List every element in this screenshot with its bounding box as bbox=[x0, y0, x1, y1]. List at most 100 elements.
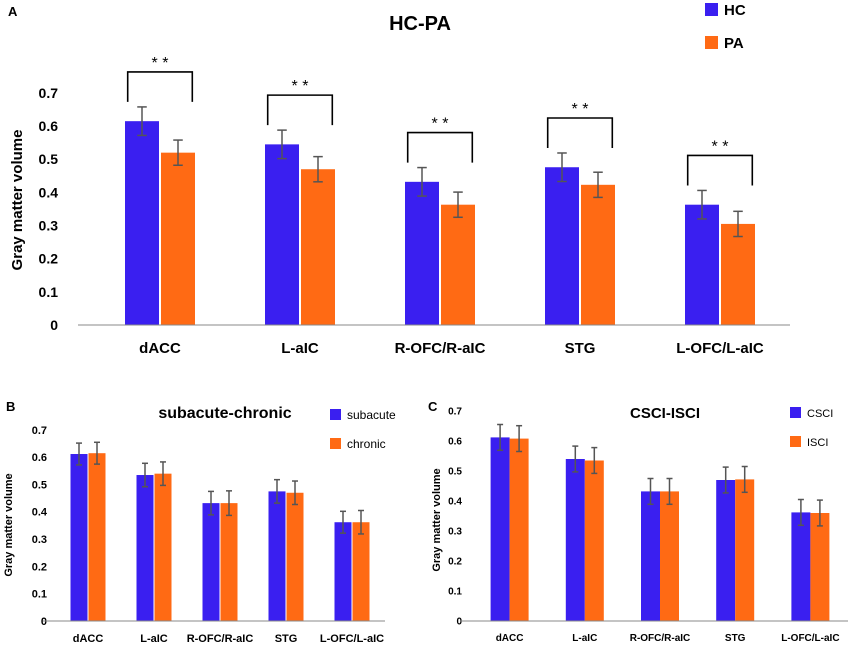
y-tick-label: 0.6 bbox=[448, 437, 462, 448]
y-tick-labels-b: 0 0.1 0.2 0.3 0.4 0.5 0.6 0.7 bbox=[32, 425, 48, 628]
y-tick-label: 0.7 bbox=[39, 85, 59, 101]
error-bar bbox=[358, 509, 364, 535]
y-tick-label: 0.4 bbox=[39, 184, 59, 200]
y-tick-label: 0.3 bbox=[32, 534, 47, 546]
legend-label-subacute: subacute bbox=[347, 408, 396, 422]
bar-hc bbox=[685, 204, 719, 325]
x-tick-label: L-aIC bbox=[281, 340, 319, 357]
error-bar bbox=[76, 442, 82, 466]
error-bar bbox=[572, 445, 579, 473]
legend-swatch-isci bbox=[790, 436, 801, 447]
y-tick-label: 0.6 bbox=[32, 452, 47, 464]
bar-hc bbox=[125, 121, 159, 326]
panel-a: A HC-PA Gray matter volume 0 0.1 0.2 0.3 0.4… bbox=[8, 2, 790, 357]
y-tick-label: 0 bbox=[41, 616, 47, 628]
significance-stars: * * bbox=[712, 138, 729, 155]
chart-title-c: CSCI-ISCI bbox=[630, 405, 700, 422]
bars-a bbox=[125, 121, 755, 326]
significance-stars: * * bbox=[292, 78, 309, 95]
bar-subacute bbox=[202, 503, 220, 621]
bar-isci bbox=[735, 479, 755, 621]
x-tick-label: STG bbox=[725, 633, 746, 644]
bar-isci bbox=[509, 438, 529, 621]
y-tick-label: 0.6 bbox=[39, 118, 59, 134]
y-tick-label: 0.2 bbox=[32, 561, 47, 573]
bar-chronic bbox=[88, 453, 106, 621]
bar-pa bbox=[441, 204, 475, 325]
x-tick-labels-c: dACC L-aIC R-OFC/R-aIC STG L-OFC/L-aIC bbox=[496, 633, 840, 644]
bar-chronic bbox=[220, 503, 238, 621]
error-bar bbox=[417, 166, 427, 197]
bars-b bbox=[70, 453, 370, 621]
y-tick-label: 0.3 bbox=[448, 527, 462, 538]
error-bar bbox=[697, 189, 707, 220]
x-tick-label: L-OFC/L-aIC bbox=[781, 633, 839, 644]
legend-a: HC PA bbox=[705, 2, 746, 52]
significance-bracket bbox=[546, 117, 614, 148]
error-bar bbox=[173, 139, 183, 167]
chart-title-a: HC-PA bbox=[389, 13, 451, 35]
error-bar bbox=[647, 477, 654, 506]
bar-hc bbox=[545, 167, 579, 325]
bar-subacute bbox=[136, 475, 154, 621]
error-bar bbox=[94, 441, 100, 465]
legend-swatch-pa bbox=[705, 36, 718, 49]
bar-subacute bbox=[70, 454, 88, 621]
x-tick-label: L-OFC/L-aIC bbox=[676, 340, 764, 357]
y-tick-label: 0.2 bbox=[39, 251, 59, 267]
x-tick-label: L-OFC/L-aIC bbox=[320, 633, 384, 645]
chart-title-b: subacute-chronic bbox=[158, 405, 291, 422]
bar-chronic bbox=[286, 492, 304, 621]
legend-label-pa: PA bbox=[724, 35, 744, 52]
y-tick-label: 0.4 bbox=[32, 507, 48, 519]
panel-c: C CSCI-ISCI Gray matter volume 0 0.1 0.2 0.… bbox=[428, 399, 848, 644]
y-tick-label: 0 bbox=[456, 617, 462, 628]
error-bar bbox=[797, 498, 804, 527]
y-tick-label: 0.5 bbox=[32, 479, 47, 491]
legend-c: CSCI ISCI bbox=[790, 407, 833, 449]
panel-b: B subacute-chronic Gray matter volume 0 0… bbox=[3, 399, 396, 645]
x-tick-label: L-aIC bbox=[140, 633, 168, 645]
y-tick-labels-c: 0 0.1 0.2 0.3 0.4 0.5 0.6 0.7 bbox=[448, 407, 462, 628]
bar-csci bbox=[716, 480, 736, 621]
bar-isci bbox=[810, 513, 830, 621]
significance-bracket bbox=[266, 94, 334, 126]
legend-swatch-subacute bbox=[330, 409, 341, 420]
error-bar bbox=[453, 191, 463, 219]
bar-pa bbox=[581, 184, 615, 325]
x-tick-label: dACC bbox=[139, 340, 181, 357]
x-tick-label: STG bbox=[565, 340, 596, 357]
significance-brackets-a: * * * * * * * * * * bbox=[126, 55, 754, 186]
legend-swatch-hc bbox=[705, 3, 718, 16]
x-tick-labels-b: dACC L-aIC R-OFC/R-aIC STG L-OFC/L-aIC bbox=[73, 633, 384, 645]
panel-label-c: C bbox=[428, 399, 438, 414]
error-bar bbox=[516, 424, 523, 453]
y-axis-label-b: Gray matter volume bbox=[3, 473, 15, 576]
panel-label-b: B bbox=[6, 399, 15, 414]
y-axis-label-c: Gray matter volume bbox=[431, 468, 443, 571]
error-bar bbox=[160, 461, 166, 487]
error-bar bbox=[666, 477, 673, 506]
significance-bracket bbox=[406, 131, 474, 163]
error-bar bbox=[340, 510, 346, 534]
x-tick-label: dACC bbox=[496, 633, 524, 644]
bar-chronic bbox=[352, 522, 370, 621]
bar-subacute bbox=[334, 522, 352, 621]
bar-csci bbox=[565, 459, 585, 621]
y-tick-label: 0.4 bbox=[448, 497, 462, 508]
bar-pa bbox=[721, 223, 755, 325]
x-tick-labels-a: dACC L-aIC R-OFC/R-aIC STG L-OFC/L-aIC bbox=[139, 340, 764, 357]
y-tick-label: 0.2 bbox=[448, 557, 462, 568]
error-bar bbox=[313, 155, 323, 183]
error-bar bbox=[277, 129, 287, 160]
error-bar bbox=[593, 171, 603, 199]
x-tick-label: R-OFC/R-aIC bbox=[395, 340, 486, 357]
legend-label-chronic: chronic bbox=[347, 437, 386, 451]
bar-isci bbox=[660, 491, 679, 621]
significance-stars: * * bbox=[152, 55, 169, 72]
x-tick-label: STG bbox=[275, 633, 298, 645]
legend-swatch-csci bbox=[790, 407, 801, 418]
bar-hc bbox=[265, 144, 299, 325]
bar-pa bbox=[301, 169, 335, 325]
error-bar bbox=[226, 490, 232, 517]
